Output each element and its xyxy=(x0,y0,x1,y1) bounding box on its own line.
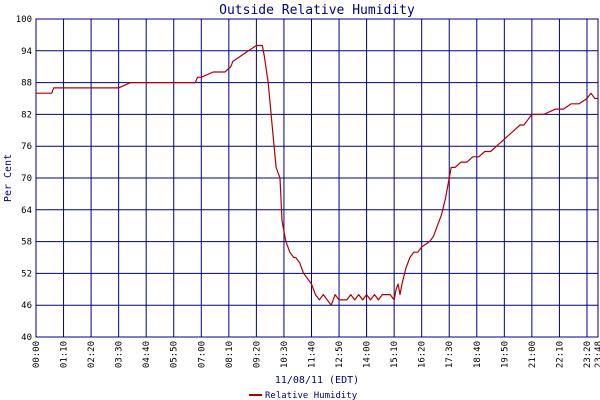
x-tick-label: 19:50 xyxy=(500,341,510,368)
x-tick-label: 14:00 xyxy=(363,341,373,368)
y-tick-label: 46 xyxy=(21,301,32,311)
chart-title: Outside Relative Humidity xyxy=(219,3,415,18)
x-tick-label: 04:40 xyxy=(142,341,152,368)
series-line xyxy=(36,44,598,306)
y-axis-label: Per Cent xyxy=(3,154,14,202)
y-tick-label: 82 xyxy=(21,110,32,120)
x-tick-label: 05:50 xyxy=(170,341,180,368)
legend: Relative Humidity xyxy=(249,391,358,400)
x-tick-label: 16:20 xyxy=(418,341,428,368)
x-tick-label: 02:20 xyxy=(87,341,97,368)
y-tick-label: 58 xyxy=(21,238,32,248)
y-tick-label: 88 xyxy=(21,79,32,89)
y-tick-label: 52 xyxy=(21,269,32,279)
plot-grid xyxy=(35,18,599,338)
x-tick-label: 23:48 xyxy=(594,341,600,368)
x-tick-label: 03:30 xyxy=(115,341,125,368)
x-tick-label: 12:50 xyxy=(335,341,345,368)
y-tick-label: 64 xyxy=(21,206,32,216)
x-tick-label: 08:10 xyxy=(225,341,235,368)
series-layer xyxy=(36,44,598,306)
y-tick-label: 40 xyxy=(21,333,32,343)
x-tick-label: 10:30 xyxy=(280,341,290,368)
legend-label: Relative Humidity xyxy=(265,391,358,400)
x-tick-label: 00:00 xyxy=(32,341,42,368)
x-tick-label: 11:40 xyxy=(307,341,317,368)
y-axis-ticks: 40 46 52 58 64 70 76 82 88 94 100 xyxy=(16,15,32,343)
y-tick-label: 70 xyxy=(21,174,32,184)
x-tick-label: 23:20 xyxy=(583,341,593,368)
x-tick-label: 22:10 xyxy=(555,341,565,368)
y-tick-label: 100 xyxy=(16,15,32,25)
x-tick-label: 01:10 xyxy=(60,341,70,368)
x-tick-label: 15:10 xyxy=(390,341,400,368)
x-tick-label: 09:20 xyxy=(252,341,262,368)
y-tick-label: 76 xyxy=(21,142,32,152)
x-axis-label: 11/08/11 (EDT) xyxy=(275,375,359,386)
y-tick-label: 94 xyxy=(21,47,32,57)
x-tick-label: 17:30 xyxy=(445,341,455,368)
x-axis-ticks: 00:00 01:10 02:20 03:30 04:40 05:50 07:00 08:10… xyxy=(32,341,600,368)
x-tick-label: 18:40 xyxy=(473,341,483,368)
x-tick-label: 21:00 xyxy=(528,341,538,368)
x-tick-label: 07:00 xyxy=(197,341,207,368)
